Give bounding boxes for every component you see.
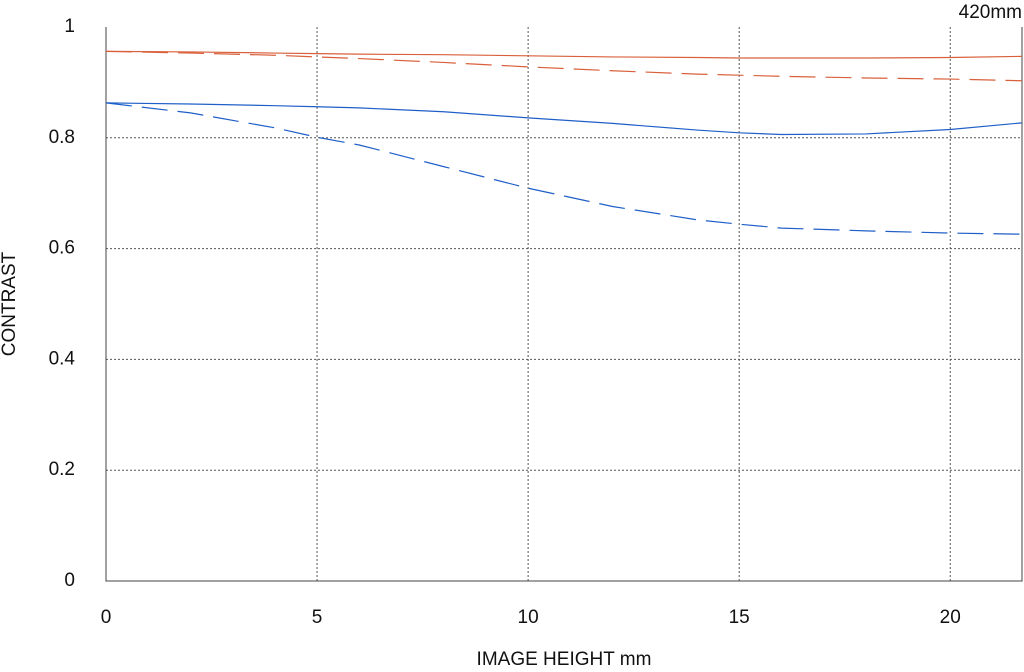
- y-axis-title: CONTRAST: [0, 251, 20, 356]
- y-tick-label: 0.4: [49, 348, 76, 369]
- y-tick-label: 0.2: [49, 459, 75, 480]
- x-tick-label: 5: [312, 607, 323, 628]
- series-line: [105, 102, 1023, 235]
- x-tick-label: 0: [101, 607, 112, 628]
- y-tick-label: 0.8: [49, 127, 75, 148]
- chart-title: 420mm: [959, 2, 1022, 23]
- y-tick-label: 0: [64, 570, 75, 591]
- series-line: [105, 102, 1023, 136]
- x-tick-label: 10: [518, 607, 539, 628]
- series-line: [105, 50, 1023, 59]
- y-tick-label: 0.6: [49, 238, 75, 259]
- x-tick-label: 15: [729, 607, 750, 628]
- x-axis-title: IMAGE HEIGHT mm: [477, 649, 652, 670]
- y-tick-label: 1: [64, 16, 75, 37]
- axes: [105, 27, 1023, 582]
- x-tick-label: 20: [940, 607, 961, 628]
